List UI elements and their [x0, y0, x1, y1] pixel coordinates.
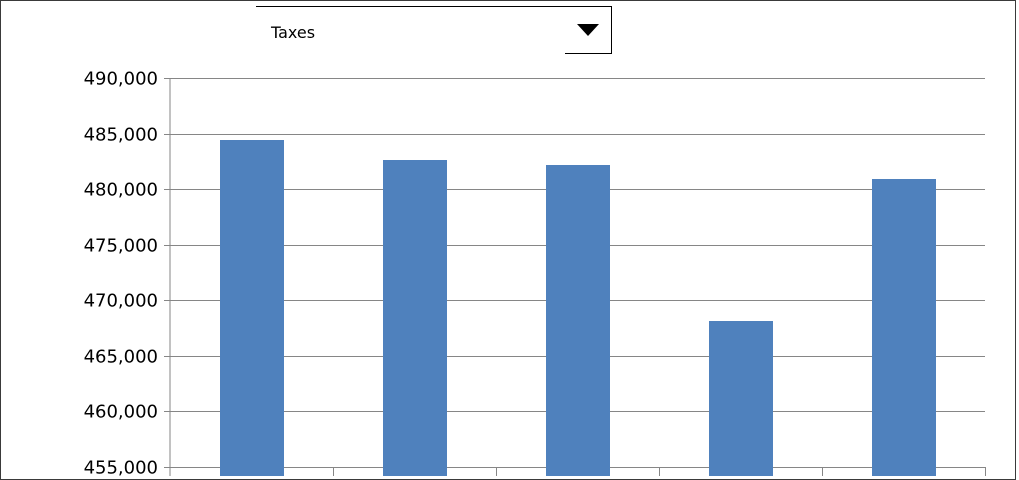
- category-dropdown[interactable]: Taxes: [256, 6, 612, 54]
- bar[interactable]: [546, 165, 610, 476]
- bar[interactable]: [220, 140, 284, 476]
- y-tick-label: 490,000: [84, 69, 158, 90]
- y-tick-label: 460,000: [84, 402, 158, 423]
- triangle-down-icon: [577, 24, 599, 36]
- y-tick-label: 455,000: [84, 458, 158, 477]
- y-tick-label: 465,000: [84, 347, 158, 368]
- bar[interactable]: [872, 179, 936, 476]
- bar[interactable]: [709, 321, 773, 476]
- y-tick-label: 480,000: [84, 180, 158, 201]
- dropdown-selected-value: Taxes: [271, 23, 316, 42]
- y-tick-label: 470,000: [84, 291, 158, 312]
- y-tick-label: 475,000: [84, 236, 158, 257]
- dropdown-toggle-button[interactable]: [565, 7, 611, 54]
- y-tick-label: 485,000: [84, 125, 158, 146]
- bar[interactable]: [383, 160, 447, 476]
